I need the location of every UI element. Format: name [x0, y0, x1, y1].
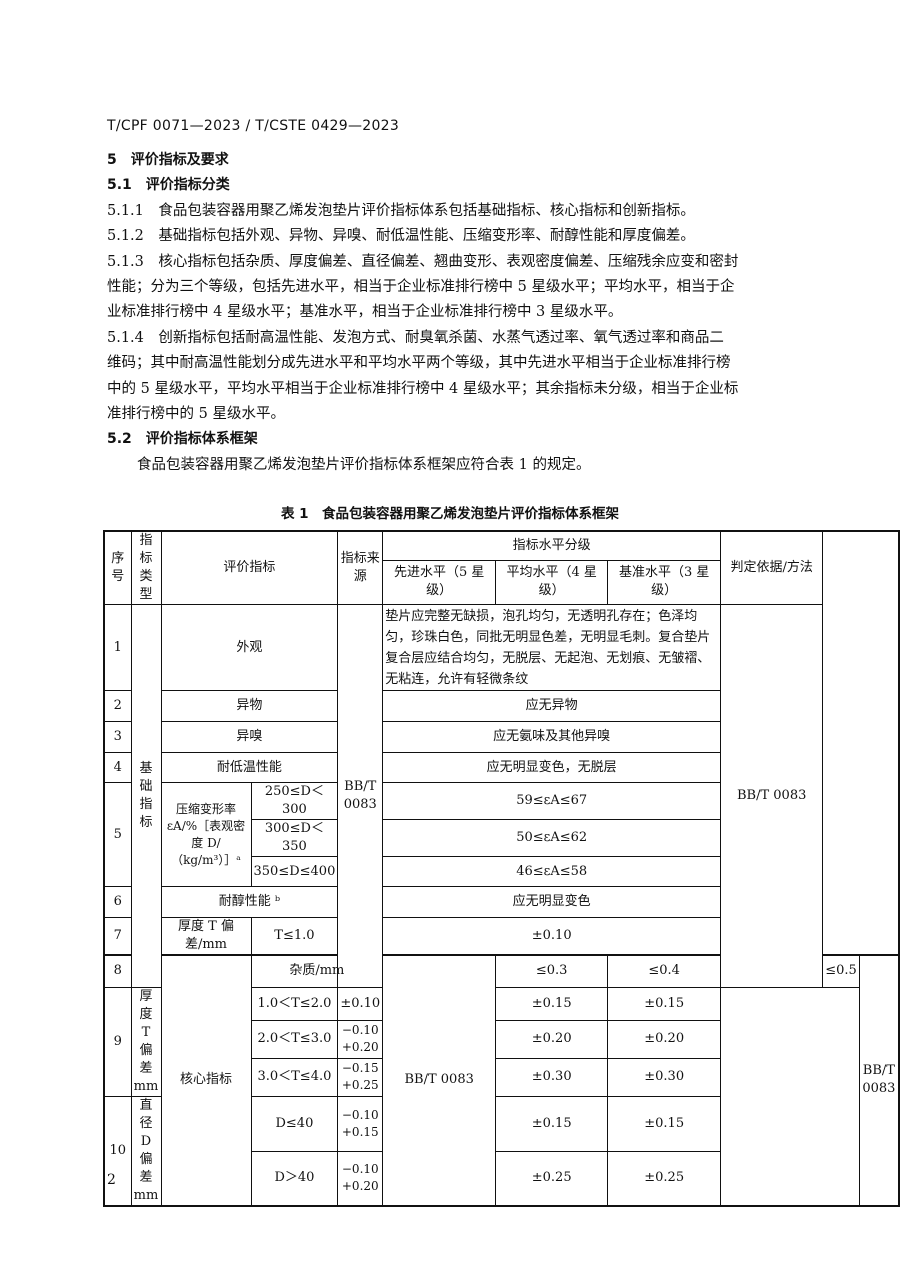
type-core: 核心指标	[160, 954, 252, 1206]
standard-number-header: T/CPF 0071—2023 / T/CSTE 0429—2023	[107, 118, 400, 134]
row-no: 7	[103, 917, 132, 956]
baseline-value: ±0.15	[607, 986, 722, 1022]
row-no: 1	[103, 604, 132, 691]
paragraph-line: 5.1.3 核心指标包括杂质、厚度偏差、直径偏差、翘曲变形、表观密度偏差、压缩残…	[107, 253, 739, 270]
header-level: 指标水平分级	[382, 530, 722, 561]
paragraph-line: 性能；分为三个等级，包括先进水平，相当于企业标准排行榜中 5 星级水平；平均水平…	[107, 278, 735, 295]
requirement: 50≤εA≤62	[382, 819, 722, 857]
indicator: 厚度 T 偏差 mm	[130, 986, 162, 1097]
average-value: ≤0.4	[607, 954, 722, 988]
indicator: 外观	[160, 604, 339, 691]
section-heading: 5.2 评价指标体系框架	[107, 431, 258, 448]
page-number: 2	[107, 1172, 116, 1188]
row-no: 4	[103, 752, 132, 783]
average-value: ±0.15	[495, 1095, 609, 1152]
section-heading: 5.1 评价指标分类	[107, 177, 230, 194]
paragraph-line: 食品包装容器用聚乙烯发泡垫片评价指标体系框架应符合表 1 的规定。	[137, 456, 591, 473]
requirement: 应无氨味及其他异嗅	[382, 721, 722, 753]
row-no: 6	[103, 886, 132, 918]
requirement: ±0.10	[382, 917, 722, 956]
paragraph-line: 中的 5 星级水平，平均水平相当于企业标准排行榜中 4 星级水平；其余指标未分级…	[107, 380, 739, 397]
requirement: 46≤εA≤58	[382, 856, 722, 887]
average-value: ±0.30	[495, 1057, 609, 1097]
header-type: 指标类型	[130, 530, 162, 605]
body-text: 5 评价指标及要求 5.1 评价指标分类 5.1.1 食品包装容器用聚乙烯发泡垫片评…	[107, 148, 817, 478]
indicator: 直径 D 偏差 mm	[130, 1095, 162, 1206]
row-no: 2	[103, 690, 132, 722]
requirement: 59≤εA≤67	[382, 782, 722, 820]
condition: 350≤D≤400	[250, 856, 339, 887]
header-advanced: 先进水平（5 星级）	[382, 559, 497, 606]
baseline-value: ≤0.5	[822, 954, 860, 988]
requirement: 垫片应完整无缺损，泡孔均匀，无透明孔存在；色泽均匀，珍珠白色，同批无明显色差，无…	[382, 604, 722, 691]
paragraph-line: 业标准排行榜中 4 星级水平；基准水平，相当于企业标准排行榜中 3 星级水平。	[107, 304, 623, 321]
average-value: ±0.15	[495, 986, 609, 1022]
paragraph-line: 5.1.2 基础指标包括外观、异物、异嗅、耐低温性能、压缩变形率、耐醇性能和厚度…	[107, 228, 695, 245]
header-indicator: 评价指标	[160, 530, 339, 605]
condition: 250≤D＜300	[250, 782, 339, 820]
header-source: 指标来源	[337, 530, 384, 605]
type-basic: 基础指标	[130, 604, 162, 988]
baseline-value: ±0.30	[607, 1057, 722, 1097]
indicator: 杂质/mm	[250, 954, 384, 988]
condition: D＞40	[250, 1151, 339, 1206]
row-no: 10	[103, 1095, 132, 1206]
source: BB/T 0083	[382, 954, 497, 1206]
advanced-value: ≤0.3	[495, 954, 609, 988]
header-no: 序号	[103, 530, 132, 605]
baseline-value: ±0.15	[607, 1095, 722, 1152]
requirement: 应无明显变色，无脱层	[382, 752, 722, 783]
condition: 300≤D＜350	[250, 819, 339, 857]
indicator: 厚度 T 偏差/mm	[160, 917, 252, 956]
section-heading: 5 评价指标及要求	[107, 152, 229, 168]
advanced-value: −0.10 +0.20	[337, 1020, 384, 1059]
indicator-table: 序号 指标类型 评价指标 指标来源 指标水平分级 判定依据/方法 先进水平（5 …	[103, 530, 900, 1207]
advanced-value: −0.10 +0.20	[337, 1151, 384, 1206]
condition: 2.0＜T≤3.0	[250, 1020, 339, 1059]
indicator: 异嗅	[160, 721, 339, 753]
method: BB/T 0083	[720, 604, 824, 988]
row-no: 9	[103, 986, 132, 1097]
indicator: 耐低温性能	[160, 752, 339, 783]
requirement: 应无明显变色	[382, 886, 722, 918]
row-no: 5	[103, 782, 132, 887]
row-no: 8	[103, 954, 132, 988]
baseline-value: ±0.20	[607, 1020, 722, 1059]
indicator: 压缩变形率 εA/%［表观密度 D/（kg/m³）］ᵃ	[160, 782, 252, 887]
condition: T≤1.0	[250, 917, 339, 956]
baseline-value: ±0.25	[607, 1151, 722, 1206]
header-method: 判定依据/方法	[720, 530, 824, 605]
paragraph-line: 准排行榜中的 5 星级水平。	[107, 405, 285, 422]
condition: 1.0＜T≤2.0	[250, 986, 339, 1022]
indicator: 异物	[160, 690, 339, 722]
source: BB/T 0083	[337, 604, 384, 988]
paragraph-line: 5.1.4 创新指标包括耐高温性能、发泡方式、耐臭氧杀菌、水蒸气透过率、氧气透过…	[107, 329, 724, 346]
header-average: 平均水平（4 星级）	[495, 559, 609, 606]
requirement: 应无异物	[382, 690, 722, 722]
advanced-value: −0.15 +0.25	[337, 1057, 384, 1097]
paragraph-line: 5.1.1 食品包装容器用聚乙烯发泡垫片评价指标体系包括基础指标、核心指标和创新…	[107, 202, 695, 219]
advanced-value: −0.10 +0.15	[337, 1095, 384, 1152]
average-value: ±0.20	[495, 1020, 609, 1059]
method: BB/T 0083	[858, 954, 900, 1206]
condition: D≤40	[250, 1095, 339, 1152]
indicator: 耐醇性能 ᵇ	[160, 886, 339, 918]
average-value: ±0.25	[495, 1151, 609, 1206]
header-baseline: 基准水平（3 星级）	[607, 559, 722, 606]
row-no: 3	[103, 721, 132, 753]
advanced-value: ±0.10	[337, 986, 384, 1022]
table-title: 表 1 食品包装容器用聚乙烯发泡垫片评价指标体系框架	[280, 506, 620, 522]
paragraph-line: 维码；其中耐高温性能划分成先进水平和平均水平两个等级，其中先进水平相当于企业标准…	[107, 355, 731, 372]
condition: 3.0＜T≤4.0	[250, 1057, 339, 1097]
